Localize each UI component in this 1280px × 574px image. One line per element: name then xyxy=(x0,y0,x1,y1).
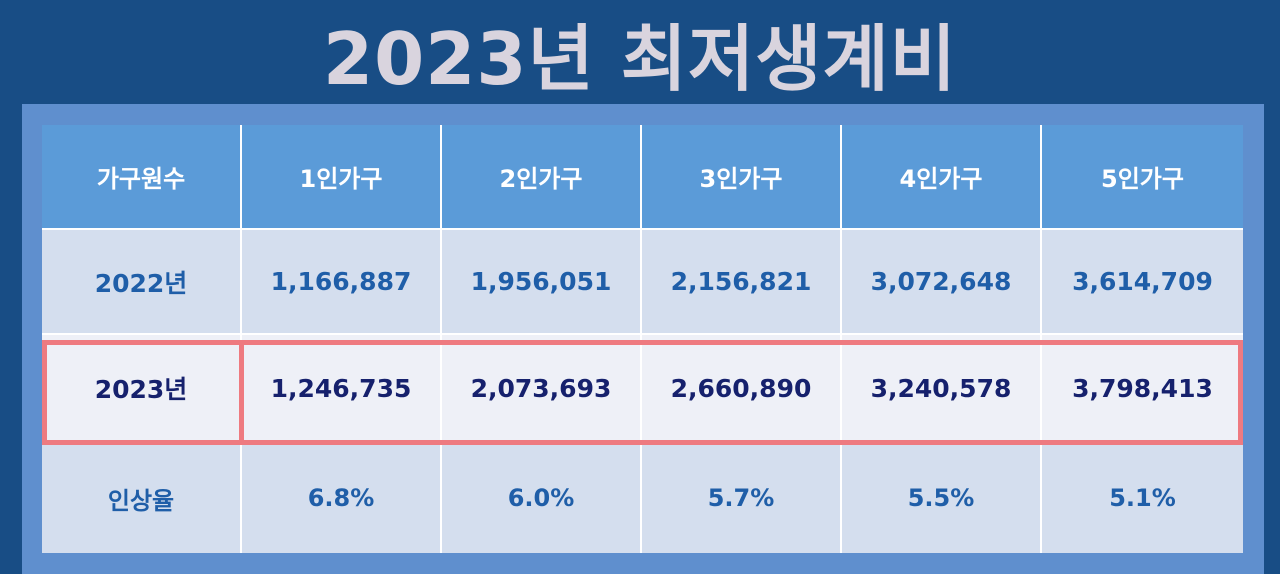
row-2023-5-person: 3,798,413 xyxy=(1042,335,1243,441)
row-2022-5-person: 3,614,709 xyxy=(1042,230,1243,335)
header-5-person: 5인가구 xyxy=(1042,125,1243,230)
header-1-person: 1인가구 xyxy=(242,125,442,230)
row-2023-4-person: 3,240,578 xyxy=(842,335,1042,441)
header-household-size: 가구원수 xyxy=(42,125,242,230)
header-3-person: 3인가구 xyxy=(642,125,842,230)
row-2022-1-person: 1,166,887 xyxy=(242,230,442,335)
row-2022-3-person: 2,156,821 xyxy=(642,230,842,335)
row-2022-4-person: 3,072,648 xyxy=(842,230,1042,335)
row-rate-5-person: 5.1% xyxy=(1042,441,1243,553)
living-cost-table: 가구원수 1인가구 2인가구 3인가구 4인가구 5인가구 2022년 1,16… xyxy=(42,125,1243,553)
header-2-person: 2인가구 xyxy=(442,125,642,230)
row-2023-label: 2023년 xyxy=(42,335,242,441)
row-2023-2-person: 2,073,693 xyxy=(442,335,642,441)
row-rate-3-person: 5.7% xyxy=(642,441,842,553)
row-rate-1-person: 6.8% xyxy=(242,441,442,553)
row-rate-label: 인상율 xyxy=(42,441,242,553)
row-rate-4-person: 5.5% xyxy=(842,441,1042,553)
row-2022-label: 2022년 xyxy=(42,230,242,335)
page-title: 2023년 최저생계비 xyxy=(323,17,957,101)
header-4-person: 4인가구 xyxy=(842,125,1042,230)
row-rate-2-person: 6.0% xyxy=(442,441,642,553)
row-2022-2-person: 1,956,051 xyxy=(442,230,642,335)
row-2023-1-person: 1,246,735 xyxy=(242,335,442,441)
row-2023-3-person: 2,660,890 xyxy=(642,335,842,441)
